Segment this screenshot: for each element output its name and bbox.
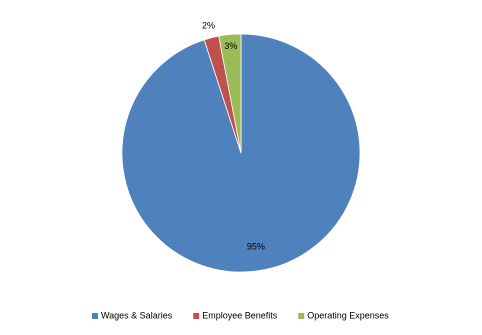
legend-label: Operating Expenses <box>307 310 389 320</box>
data-label: 95% <box>247 241 265 251</box>
legend-label: Employee Benefits <box>202 310 278 320</box>
data-label: 2% <box>202 21 215 31</box>
legend-swatch <box>193 313 200 319</box>
legend-label: Wages & Salaries <box>101 310 173 320</box>
legend-swatch <box>92 313 98 319</box>
data-label: 3% <box>224 41 237 51</box>
legend-swatch <box>298 313 305 319</box>
pie-slice <box>218 33 242 154</box>
